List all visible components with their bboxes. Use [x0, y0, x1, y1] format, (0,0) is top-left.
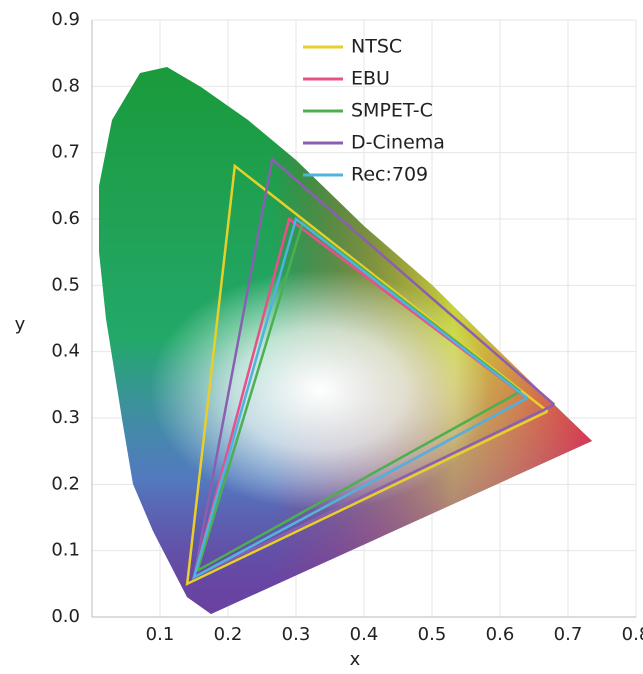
plot [185, 156, 556, 586]
y-tick-label: 0.2 [51, 473, 80, 494]
y-tick-label: 0.7 [51, 142, 80, 163]
x-tick-label: 0.1 [146, 624, 175, 645]
x-tick-label: 0.4 [350, 624, 379, 645]
legend-label: EBU [351, 68, 390, 90]
legend: NTSC EBU SMPET-C D-Cinema Rec:709 [303, 36, 445, 186]
legend-label: NTSC [351, 36, 402, 58]
y-tick-label: 0.9 [51, 9, 80, 30]
spectral-locus [99, 67, 592, 614]
x-axis-label: x [350, 649, 361, 670]
x-tick-label: 0.2 [214, 624, 243, 645]
y-tick-label: 0.4 [51, 341, 80, 362]
legend-label: SMPET-C [351, 100, 433, 122]
gamut-line [192, 156, 556, 580]
y-tick-label: 0.0 [51, 606, 80, 627]
gamut-line [195, 220, 522, 574]
x-tick-label: 0.3 [282, 624, 311, 645]
x-tick-label: 0.6 [486, 624, 515, 645]
y-tick-label: 0.1 [51, 540, 80, 561]
x-tick-label: 0.5 [418, 624, 447, 645]
y-tick-label: 0.5 [51, 274, 80, 295]
legend-label: Rec:709 [351, 164, 428, 186]
gamut-line [185, 163, 549, 586]
x-tick-label: 0.8 [622, 624, 643, 645]
y-axis-label: y [15, 314, 26, 335]
legend-label: D-Cinema [351, 132, 445, 154]
y-tick-label: 0.6 [51, 208, 80, 229]
x-tick-label: 0.7 [554, 624, 583, 645]
y-tick-label: 0.3 [51, 407, 80, 428]
y-tick-label: 0.8 [51, 75, 80, 96]
gamut-line [191, 216, 528, 580]
